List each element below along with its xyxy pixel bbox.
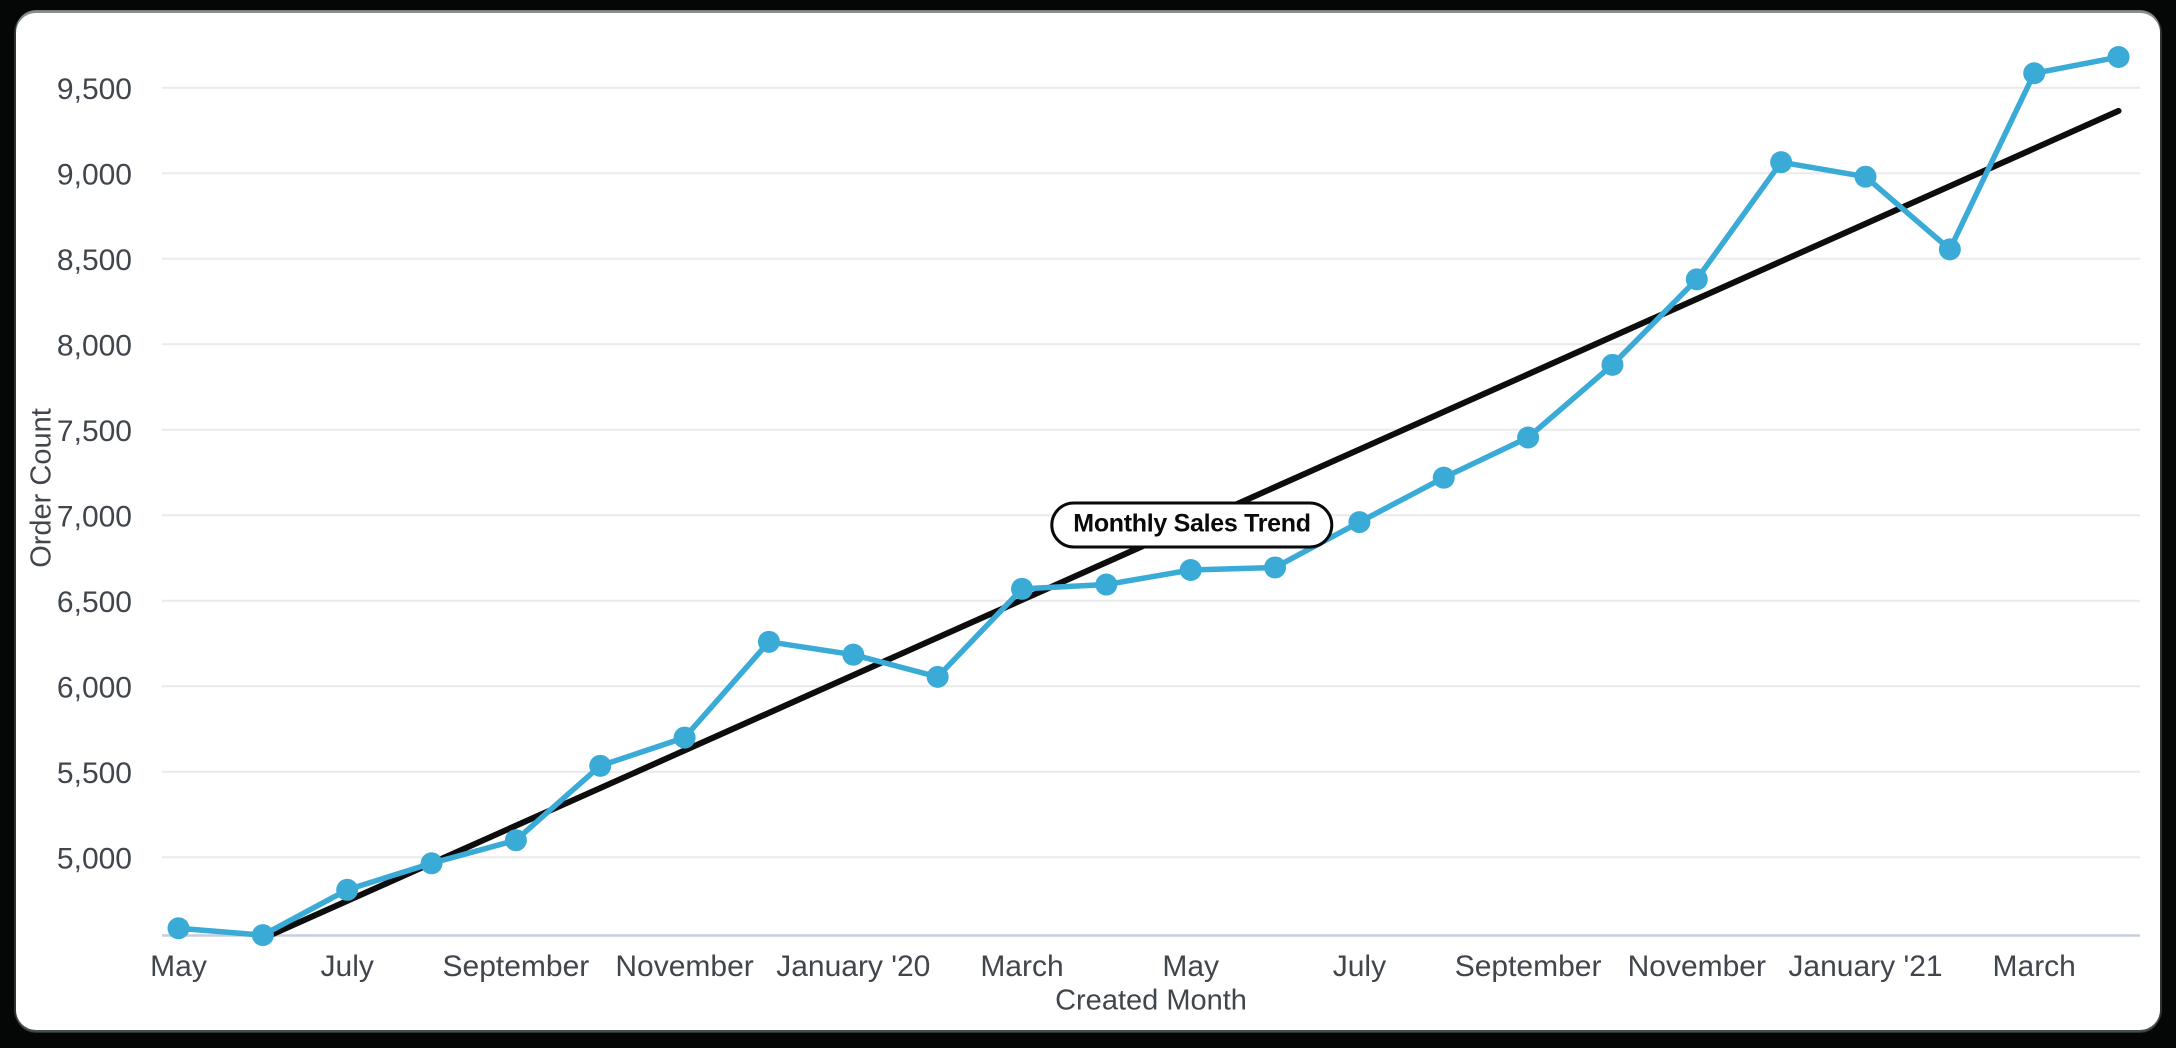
data-point[interactable] bbox=[2023, 62, 2046, 85]
x-tick-label: January '21 bbox=[1788, 950, 1942, 983]
data-point[interactable] bbox=[1854, 165, 1877, 188]
data-point[interactable] bbox=[1179, 559, 1202, 582]
data-point[interactable] bbox=[757, 630, 780, 653]
y-tick-label: 9,500 bbox=[57, 73, 132, 106]
x-tick-label: November bbox=[1628, 950, 1766, 983]
x-tick-label: May bbox=[1162, 950, 1219, 983]
x-tick-label: May bbox=[150, 950, 207, 983]
y-tick-label: 8,500 bbox=[57, 244, 132, 277]
data-point[interactable] bbox=[1770, 151, 1793, 174]
y-axis-title: Order Count bbox=[25, 408, 58, 568]
data-point[interactable] bbox=[1685, 268, 1708, 291]
y-tick-label: 5,500 bbox=[57, 757, 132, 790]
data-point[interactable] bbox=[1095, 573, 1118, 596]
data-point[interactable] bbox=[504, 829, 527, 852]
x-axis-title: Created Month bbox=[1055, 984, 1247, 1017]
x-tick-label: September bbox=[1455, 950, 1602, 983]
data-point[interactable] bbox=[420, 852, 443, 875]
data-point[interactable] bbox=[842, 643, 865, 666]
data-point[interactable] bbox=[1517, 426, 1540, 449]
x-tick-label: July bbox=[1333, 950, 1386, 983]
data-point[interactable] bbox=[1432, 466, 1455, 489]
y-tick-label: 8,000 bbox=[57, 329, 132, 362]
chart-title: Monthly Sales Trend bbox=[1073, 509, 1311, 538]
y-tick-label: 7,500 bbox=[57, 415, 132, 448]
data-point[interactable] bbox=[673, 726, 696, 749]
data-point[interactable] bbox=[926, 665, 949, 688]
y-tick-label: 9,000 bbox=[57, 158, 132, 191]
data-point[interactable] bbox=[2107, 46, 2130, 69]
x-tick-label: January '20 bbox=[776, 950, 930, 983]
x-tick-label: September bbox=[443, 950, 590, 983]
data-point[interactable] bbox=[251, 924, 274, 947]
y-tick-label: 6,000 bbox=[57, 671, 132, 704]
x-tick-label: November bbox=[615, 950, 753, 983]
data-point[interactable] bbox=[1011, 577, 1033, 600]
series-line bbox=[175, 54, 2122, 938]
y-tick-label: 5,000 bbox=[57, 842, 132, 875]
data-point[interactable] bbox=[167, 917, 190, 940]
y-tick-label: 7,000 bbox=[57, 500, 132, 533]
data-point[interactable] bbox=[1348, 511, 1371, 534]
data-point[interactable] bbox=[1938, 238, 1961, 261]
data-point[interactable] bbox=[1601, 353, 1624, 376]
x-tick-label: March bbox=[1993, 950, 2076, 983]
chart-title-pill: Monthly Sales Trend bbox=[1050, 501, 1334, 549]
data-point[interactable] bbox=[336, 878, 359, 901]
x-tick-label: March bbox=[980, 950, 1063, 983]
y-tick-label: 6,500 bbox=[57, 586, 132, 619]
x-tick-label: July bbox=[321, 950, 374, 983]
data-point[interactable] bbox=[1264, 556, 1287, 579]
data-point[interactable] bbox=[589, 754, 612, 777]
